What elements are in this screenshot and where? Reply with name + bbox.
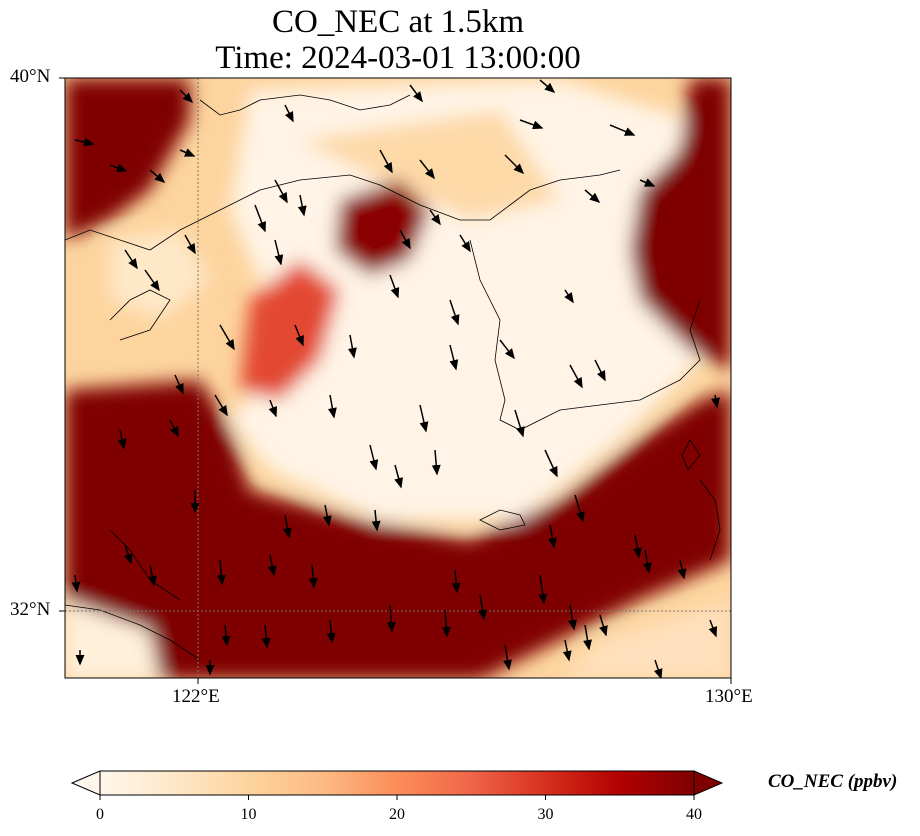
wind-arrow: [297, 194, 307, 217]
wind-arrow: [609, 124, 636, 136]
wind-arrow: [441, 609, 451, 638]
coastline-layer: [65, 94, 721, 661]
wind-arrow: [179, 89, 194, 104]
wind-arrow: [431, 449, 441, 476]
wind-arrow: [327, 394, 337, 419]
wind-arrow: [149, 169, 166, 183]
wind-arrow: [347, 334, 357, 359]
wind-arrow: [221, 624, 231, 647]
wind-arrow: [449, 344, 459, 371]
wind-arrow: [214, 394, 228, 417]
lat-tick-label-40n: 40°N: [10, 66, 51, 87]
wind-arrow: [419, 159, 435, 180]
wind-arrow: [639, 178, 656, 187]
wind-arrow: [574, 494, 585, 523]
wind-arrow: [74, 137, 95, 147]
wind-arrow: [449, 299, 460, 326]
wind-arrow: [369, 444, 379, 471]
wind-arrow: [254, 204, 266, 233]
wind-arrow: [386, 604, 396, 633]
wind-arrow: [326, 619, 336, 644]
colorbar-label: CO_NEC (ppbv): [768, 771, 898, 792]
wind-arrow: [117, 429, 127, 450]
wind-arrow: [284, 104, 294, 123]
wind-arrow: [544, 449, 558, 478]
wind-arrow: [389, 274, 400, 299]
wind-arrow: [394, 464, 403, 489]
wind-arrow: [219, 324, 235, 351]
wind-arrow: [124, 249, 138, 270]
colorbar-max-extend: [693, 770, 724, 796]
wind-arrow: [71, 574, 81, 593]
wind-arrow: [308, 564, 318, 589]
lat-tick-label-32n: 32°N: [10, 599, 51, 620]
concentration-field: [65, 78, 731, 678]
wind-arrow: [514, 409, 525, 438]
wind-arrow: [419, 404, 429, 433]
wind-arrow: [379, 149, 393, 174]
wind-arrow: [147, 564, 157, 587]
wind-arrow: [632, 534, 642, 559]
wind-arrow: [653, 659, 663, 678]
wind-arrow: [451, 569, 461, 594]
wind-arrow: [123, 544, 133, 565]
wind-arrow: [459, 234, 471, 253]
wind-arrow: [179, 148, 196, 157]
wind-arrow: [711, 394, 720, 409]
lon-tick-label-122e: 122°E: [172, 686, 220, 707]
wind-arrow: [538, 574, 548, 605]
wind-arrow: [174, 374, 184, 395]
wind-vector-layer: [71, 79, 720, 678]
colorbar-tick-label: 30: [537, 806, 554, 823]
map-frame: [64, 77, 732, 679]
wind-arrow: [562, 639, 572, 662]
wind-arrow: [282, 514, 292, 539]
colorbar-gradient: [99, 770, 695, 796]
wind-arrow: [274, 179, 288, 204]
wind-arrow: [294, 324, 304, 347]
wind-arrow: [261, 624, 271, 649]
chart-title-line-2: Time: 2024-03-01 13:00:00: [215, 40, 581, 76]
wind-arrow: [504, 154, 525, 175]
lon-tick-label-130e: 130°E: [705, 686, 753, 707]
wind-arrow: [499, 339, 515, 360]
wind-arrow: [478, 594, 487, 621]
wind-arrow: [547, 524, 557, 549]
wind-arrow: [399, 229, 411, 250]
colorbar-tick-label: 20: [389, 806, 405, 823]
wind-arrow: [184, 234, 196, 255]
wind-arrow: [268, 399, 278, 418]
wind-arrow: [109, 163, 128, 173]
wind-arrow: [429, 209, 441, 226]
wind-arrow: [583, 624, 592, 651]
wind-arrow: [568, 604, 577, 631]
wind-arrow: [267, 554, 277, 577]
wind-arrow: [708, 619, 718, 638]
colorbar-tick-label: 0: [96, 806, 104, 823]
wind-arrow: [569, 364, 583, 389]
wind-arrow: [599, 614, 608, 637]
wind-arrow: [144, 269, 160, 292]
wind-arrow: [584, 189, 601, 203]
chart-title-line-1: CO_NEC at 1.5km: [271, 4, 525, 40]
gridlines: [65, 78, 731, 678]
wind-arrow: [594, 359, 606, 382]
wind-arrow: [539, 79, 556, 93]
wind-arrow: [564, 289, 574, 304]
wind-arrow: [519, 119, 544, 130]
wind-arrow: [409, 84, 423, 103]
wind-arrow: [371, 509, 381, 532]
colorbar-tick-label: 10: [240, 806, 257, 823]
wind-arrow: [216, 559, 226, 586]
wind-arrow: [503, 644, 512, 671]
wind-arrow: [642, 549, 652, 574]
colorbar-min-extend: [70, 770, 101, 796]
wind-arrow: [322, 504, 332, 527]
wind-arrow: [274, 239, 284, 266]
colorbar-tick-label: 40: [686, 806, 702, 823]
wind-arrow: [677, 559, 687, 580]
wind-arrow: [169, 419, 179, 438]
